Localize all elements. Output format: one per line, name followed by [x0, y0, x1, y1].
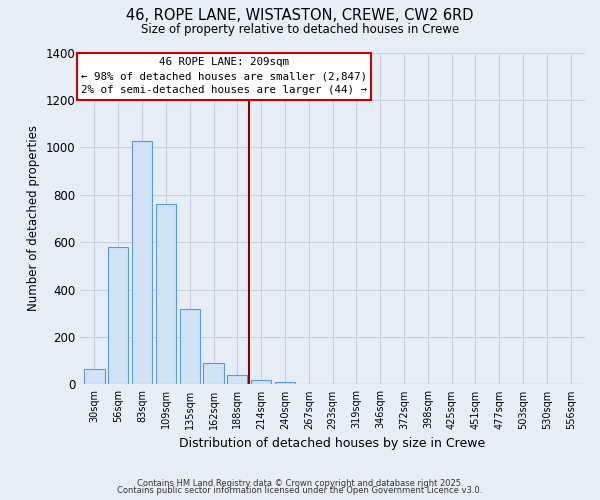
Bar [132, 142, 152, 384]
Text: 46 ROPE LANE: 209sqm
← 98% of detached houses are smaller (2,847)
2% of semi-det: 46 ROPE LANE: 209sqm ← 98% of detached h… [81, 58, 367, 96]
Text: Contains public sector information licensed under the Open Government Licence v3: Contains public sector information licen… [118, 486, 482, 495]
Bar [108, 247, 128, 384]
Bar [85, 369, 104, 384]
X-axis label: Distribution of detached houses by size in Crewe: Distribution of detached houses by size … [179, 437, 486, 450]
Bar [251, 380, 271, 384]
Bar [227, 375, 247, 384]
Text: Contains HM Land Registry data © Crown copyright and database right 2025.: Contains HM Land Registry data © Crown c… [137, 478, 463, 488]
Bar [275, 382, 295, 384]
Text: Size of property relative to detached houses in Crewe: Size of property relative to detached ho… [141, 22, 459, 36]
Y-axis label: Number of detached properties: Number of detached properties [27, 126, 40, 312]
Bar [179, 308, 200, 384]
Bar [156, 204, 176, 384]
Text: 46, ROPE LANE, WISTASTON, CREWE, CW2 6RD: 46, ROPE LANE, WISTASTON, CREWE, CW2 6RD [126, 8, 474, 22]
Bar [203, 363, 224, 384]
